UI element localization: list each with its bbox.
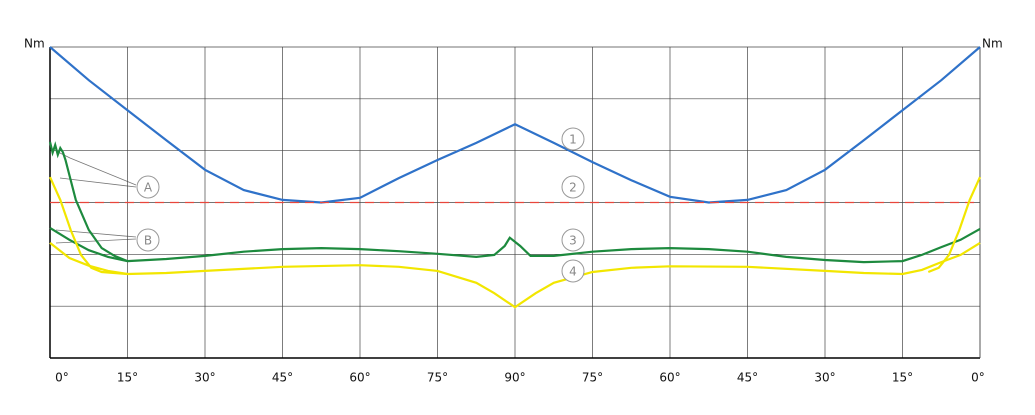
x-tick-label: 30° bbox=[814, 371, 835, 385]
series-line bbox=[927, 176, 982, 274]
series-line bbox=[48, 176, 128, 276]
x-tick-label: 15° bbox=[117, 371, 138, 385]
annotation: B bbox=[144, 234, 152, 248]
x-tick-label: 60° bbox=[349, 371, 370, 385]
annotation-circle bbox=[561, 127, 585, 151]
y-unit-left: Nm bbox=[24, 37, 45, 51]
annotation-circle bbox=[136, 175, 160, 199]
x-tick-label: 90° bbox=[504, 371, 525, 385]
x-tick-label: 45° bbox=[737, 371, 758, 385]
x-tick-label: 0° bbox=[55, 371, 69, 385]
annotation-circle bbox=[561, 259, 585, 283]
annotation: 2 bbox=[569, 181, 577, 195]
series-line bbox=[49, 241, 981, 309]
annotation-circle bbox=[136, 228, 160, 252]
series-line bbox=[49, 226, 981, 264]
x-tick-label: 0° bbox=[971, 371, 985, 385]
annotation: A bbox=[144, 181, 153, 195]
x-tick-label: 45° bbox=[272, 371, 293, 385]
series-line bbox=[49, 46, 981, 204]
leaders bbox=[55, 151, 137, 244]
x-tick-label: 75° bbox=[427, 371, 448, 385]
x-tick-label: 60° bbox=[659, 371, 680, 385]
x-tick-label: 15° bbox=[892, 371, 913, 385]
annotation: 4 bbox=[569, 265, 577, 279]
series-line bbox=[48, 141, 128, 263]
y-unit-right: Nm bbox=[982, 37, 1003, 51]
annotation: 1 bbox=[569, 133, 577, 147]
x-tick-label: 75° bbox=[582, 371, 603, 385]
annotation: 3 bbox=[569, 234, 577, 248]
x-tick-label: 30° bbox=[194, 371, 215, 385]
annotation-circle bbox=[561, 175, 585, 199]
annotation-circle bbox=[561, 228, 585, 252]
